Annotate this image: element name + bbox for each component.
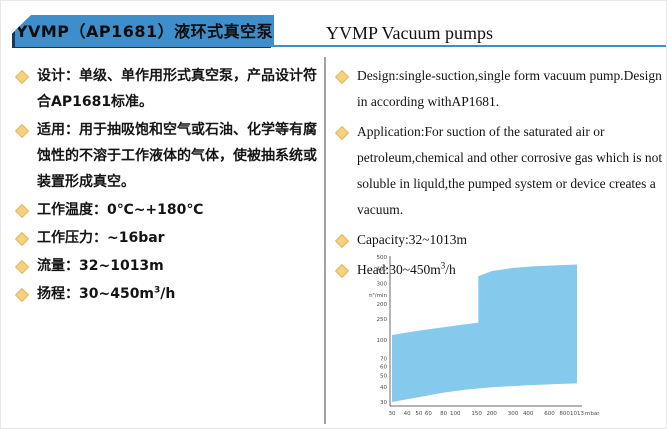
x-tick-label: 200 xyxy=(486,411,497,417)
spec-text: 工作压力：~16bar xyxy=(37,230,165,246)
diamond-bullet-icon xyxy=(14,203,30,219)
x-tick-label: 300 xyxy=(508,411,519,417)
column-divider xyxy=(324,57,326,424)
diamond-bullet-icon xyxy=(14,123,30,139)
product-title-cn: YVMP（AP1681）液环式真空泵 xyxy=(15,22,274,41)
diamond-bullet-icon xyxy=(14,259,30,275)
x-tick-label: 800 xyxy=(559,411,570,417)
product-title-en: YVMP Vacuum pumps xyxy=(326,23,494,43)
y-tick-label: 250 xyxy=(377,317,388,323)
y-tick-label: 50 xyxy=(380,374,387,380)
diamond-bullet-icon xyxy=(334,69,350,85)
x-tick-label: 400 xyxy=(523,411,534,417)
y-tick-label: 70 xyxy=(380,356,387,362)
envelope-area xyxy=(392,264,577,402)
y-tick-label: 200 xyxy=(377,302,388,308)
spec-item: 工作温度：0℃~+180℃ xyxy=(14,197,319,223)
x-tick-label: 600 xyxy=(544,411,555,417)
diamond-bullet-icon xyxy=(14,69,30,85)
spec-item: Design:single-suction,single form vacuum… xyxy=(334,63,663,115)
x-tick-label: 150 xyxy=(471,411,482,417)
spec-item: Capacity:32~1013m xyxy=(334,227,663,253)
diamond-bullet-icon xyxy=(334,125,350,141)
spec-text: 工作温度：0℃~+180℃ xyxy=(37,202,204,218)
spec-item: Head:30~450m3/h xyxy=(334,257,663,283)
spec-item: 设计：单级、单作用形式真空泵，产品设计符合AP1681标准。 xyxy=(14,63,319,115)
x-tick-label: 40 xyxy=(404,411,411,417)
spec-item: 工作压力：~16bar xyxy=(14,225,319,251)
y-tick-label: 300 xyxy=(377,281,388,287)
x-axis-unit: mbar xyxy=(585,411,600,417)
x-tick-label: 30 xyxy=(389,411,396,417)
spec-item: 流量：32~1013m xyxy=(14,253,319,279)
spec-text: Capacity:32~1013m xyxy=(357,232,468,247)
spec-item: Application:For suction of the saturated… xyxy=(334,119,663,223)
header-rule xyxy=(15,45,666,47)
product-title-banner: YVMP（AP1681）液环式真空泵 xyxy=(15,15,274,45)
spec-text: 设计：单级、单作用形式真空泵，产品设计符合AP1681标准。 xyxy=(37,68,317,110)
y-tick-label: 100 xyxy=(377,338,388,344)
x-tick-label: 50 xyxy=(415,411,422,417)
x-tick-label: 80 xyxy=(440,411,447,417)
spec-item: 适用：用于抽吸饱和空气或石油、化学等有腐蚀性的不溶于工作液体的气体，使被抽系统或… xyxy=(14,117,319,195)
spec-text: 流量：32~1013m xyxy=(37,258,164,274)
performance-chart: 500 400 300 200 250 100 70 60 50 40 30 m³/min 30 40 50… xyxy=(369,254,665,430)
diamond-bullet-icon xyxy=(334,233,350,249)
y-tick-label: 40 xyxy=(380,385,387,391)
diamond-bullet-icon xyxy=(14,231,30,247)
diamond-bullet-icon xyxy=(14,287,30,303)
spec-text: Design:single-suction,single form vacuum… xyxy=(357,68,662,109)
y-tick-label: 500 xyxy=(377,255,388,261)
y-tick-label: 400 xyxy=(377,267,388,273)
x-tick-label: 100 xyxy=(450,411,461,417)
x-tick-label: 1013 xyxy=(570,411,584,417)
y-tick-label: 30 xyxy=(380,400,387,406)
x-tick-label: 60 xyxy=(425,411,432,417)
spec-text: 适用：用于抽吸饱和空气或石油、化学等有腐蚀性的不溶于工作液体的气体，使被抽系统或… xyxy=(37,122,317,190)
spec-text: Head:30~450m3/h xyxy=(357,260,456,277)
spec-item: 扬程：30~450m3/h xyxy=(14,281,319,307)
spec-text: 扬程：30~450m3/h xyxy=(37,285,176,302)
y-tick-label: 60 xyxy=(380,364,387,370)
diamond-bullet-icon xyxy=(334,263,350,279)
spec-text: Application:For suction of the saturated… xyxy=(357,124,663,217)
specs-column-cn: 设计：单级、单作用形式真空泵，产品设计符合AP1681标准。适用：用于抽吸饱和空… xyxy=(14,63,319,309)
specs-column-en: Design:single-suction,single form vacuum… xyxy=(334,63,663,287)
y-axis-unit: m³/min xyxy=(369,292,388,299)
